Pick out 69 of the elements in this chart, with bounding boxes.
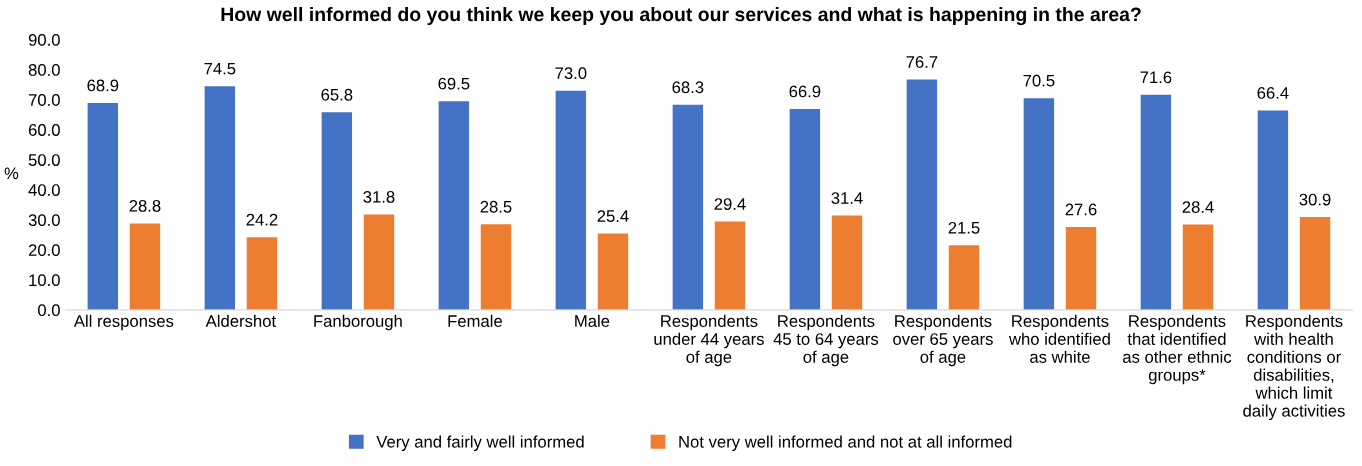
bar	[87, 102, 119, 310]
data-label: 68.9	[87, 79, 119, 92]
bar	[438, 101, 470, 310]
x-tick-label: Male	[575, 314, 610, 327]
bar	[555, 90, 587, 310]
x-tick-label: Respondents over 65 years of age	[893, 314, 993, 367]
data-label: 69.5	[438, 77, 470, 90]
data-label: 74.5	[204, 62, 236, 75]
data-label: 66.9	[789, 85, 821, 98]
y-tick-label: 20.0	[28, 244, 60, 257]
data-label: 66.4	[1257, 87, 1289, 99]
data-label: 29.4	[714, 198, 746, 210]
bar	[789, 108, 821, 310]
bar	[597, 233, 629, 310]
data-label: 71.6	[1140, 71, 1172, 84]
bar	[246, 237, 278, 310]
y-tick-label: 30.0	[28, 214, 60, 226]
bar	[948, 245, 980, 310]
data-label: 31.8	[363, 190, 395, 203]
y-tick-label: 0.0	[38, 304, 60, 317]
data-label: 31.4	[831, 192, 863, 204]
data-label: 28.8	[129, 199, 161, 212]
data-label: 27.6	[1065, 203, 1097, 216]
bar	[672, 104, 704, 310]
x-tick-label: All responses	[73, 314, 174, 331]
data-label: 70.5	[1023, 74, 1055, 87]
bar	[714, 221, 746, 310]
x-tick-label: Female	[448, 314, 502, 327]
data-label: 65.8	[321, 88, 353, 101]
bar	[321, 112, 353, 310]
legend-label: Very and fairly well informed	[376, 435, 584, 451]
bar	[480, 224, 512, 310]
data-label: 28.4	[1182, 201, 1214, 213]
y-tick-label: 60.0	[28, 124, 60, 136]
y-tick-label: 70.0	[28, 94, 60, 106]
bar	[1299, 217, 1331, 310]
x-tick-label: Respondents under 44 years of age	[654, 314, 764, 367]
data-label: 76.7	[906, 56, 938, 68]
y-tick-label: 90.0	[28, 34, 60, 46]
data-label: 68.3	[672, 81, 704, 94]
y-axis-title: %	[4, 167, 19, 180]
bar	[363, 214, 395, 310]
legend-label: Not very well informed and not at all informed	[679, 435, 1012, 451]
chart-title: How well informed do you think we keep you about our services and what is happening in the area?	[221, 6, 1141, 26]
y-tick-label: 40.0	[28, 184, 60, 196]
data-label: 73.0	[555, 67, 587, 80]
bar	[1023, 98, 1055, 310]
y-tick-label: 10.0	[29, 274, 60, 287]
bar	[204, 86, 236, 310]
y-tick-label: 80.0	[28, 64, 60, 76]
bar	[906, 79, 938, 310]
bar	[1140, 94, 1172, 310]
bar	[1065, 227, 1097, 310]
x-tick-label: Respondents who identified as white	[1008, 314, 1110, 363]
data-label: 24.2	[246, 213, 278, 226]
y-tick-label: 50.0	[28, 154, 60, 166]
bar	[1182, 224, 1214, 310]
x-tick-label: Fanborough	[314, 314, 402, 331]
data-label: 25.4	[597, 210, 629, 222]
bar	[1257, 110, 1289, 310]
x-tick-label: Aldershot	[205, 314, 276, 327]
x-tick-label: Respondents that identified as other ethnic groups*	[1123, 314, 1232, 385]
x-tick-label: Respondents with health conditions or disabilities, which limit daily activities	[1243, 314, 1345, 421]
bar	[129, 223, 161, 310]
data-label: 28.5	[480, 200, 512, 213]
data-label: 30.9	[1299, 193, 1331, 206]
x-tick-label: Respondents 45 to 64 years of age	[773, 314, 879, 367]
bar	[831, 215, 863, 310]
data-label: 21.5	[948, 221, 980, 234]
